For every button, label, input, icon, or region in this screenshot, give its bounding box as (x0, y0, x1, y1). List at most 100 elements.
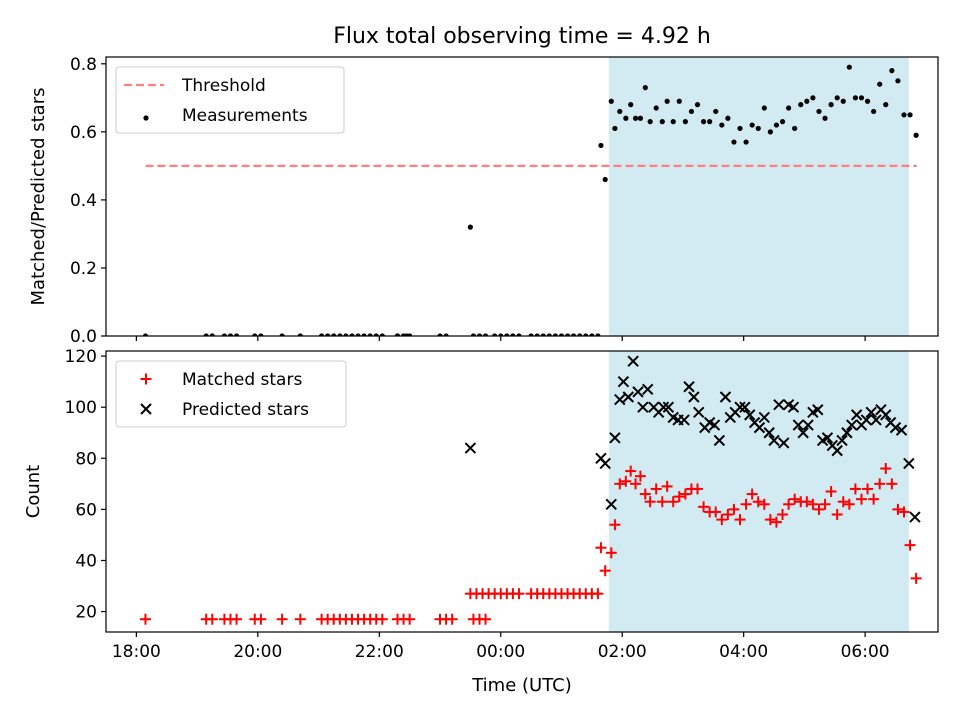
measurements-point (864, 98, 871, 104)
matched-stars-point (656, 496, 668, 508)
measurements-point (233, 333, 240, 336)
matched-stars-point (480, 613, 492, 625)
measurements-point (779, 119, 786, 125)
measurements-point (437, 333, 443, 336)
measurements-point (516, 333, 522, 336)
measurements-point (901, 112, 907, 118)
matched-stars-point (620, 475, 632, 487)
measurements-point (858, 95, 865, 101)
matched-stars-point (446, 613, 458, 625)
measurements-point (828, 102, 834, 108)
marker-stroke (627, 355, 639, 367)
predicted-stars-point (599, 457, 611, 470)
predicted-stars-point (688, 391, 700, 403)
measurements-point (279, 333, 285, 336)
matched-stars-point (698, 501, 710, 513)
measurements-point (737, 125, 743, 132)
marker-stroke (909, 511, 921, 523)
measurements-point (558, 333, 565, 336)
measurements-point (834, 95, 840, 101)
marker-stroke (464, 442, 477, 454)
y-tick-label: 20 (75, 603, 97, 623)
predicted-stars-point (683, 381, 695, 393)
marker-stroke (683, 381, 695, 393)
matched-stars-point (599, 565, 611, 577)
measurements-point (617, 108, 623, 115)
marker-stroke (734, 401, 746, 413)
marker-stroke (614, 393, 626, 406)
predicted-stars-point (870, 414, 882, 426)
marker-stroke (880, 409, 892, 421)
measurements-point (647, 119, 653, 125)
matched-stars-point (294, 613, 306, 625)
measurements-point (773, 122, 780, 128)
predicted-stars-point (836, 434, 848, 447)
matched-stars-point (855, 493, 867, 505)
matched-stars-point (630, 478, 642, 490)
measurements-point (571, 333, 577, 336)
marker-stroke (889, 421, 902, 434)
predicted-stars-point (773, 398, 785, 411)
x-tick-label: 00:00 (476, 642, 525, 662)
measurements-point (846, 64, 852, 70)
measurements-point (258, 333, 264, 336)
legend-box (115, 66, 345, 134)
measurements-point (492, 333, 498, 336)
predicted-stars-point (708, 419, 721, 431)
predicted-stars-point (739, 401, 751, 413)
measurements-point (810, 95, 816, 101)
measurements-point (552, 333, 559, 336)
matched-stars-point (758, 498, 770, 510)
measurements-point (203, 333, 209, 336)
matched-stars-point (843, 498, 855, 510)
marker-stroke (787, 401, 800, 413)
measurements-point (676, 98, 682, 104)
predicted-stars-point (802, 419, 814, 431)
matched-stars-point (639, 488, 651, 500)
measurements-point (713, 108, 719, 115)
matched-stars-point (650, 483, 662, 495)
measurements-point (510, 333, 516, 336)
y-tick-label: 0.0 (70, 327, 97, 347)
measurements-point (659, 119, 665, 125)
marker-stroke (678, 414, 690, 426)
legend-entry: Predicted stars (140, 400, 309, 420)
measurements-point (361, 333, 367, 336)
matched-stars-point (734, 514, 746, 526)
measurements-point (331, 333, 337, 336)
matched-stars-point (837, 496, 849, 508)
matched-stars-point (892, 503, 904, 515)
matched-stars-point (819, 498, 831, 510)
x-tick-label: 04:00 (719, 642, 768, 662)
predicted-stars-point (734, 401, 746, 413)
matched-stars-point (667, 496, 679, 508)
predicted-stars-point (464, 442, 477, 454)
marker-stroke (850, 409, 863, 421)
y-axis-label: Count (23, 465, 44, 518)
matched-stars-point (910, 572, 922, 584)
measurements-point (589, 333, 595, 336)
measurements-point (707, 119, 713, 125)
y-tick-label: 0.8 (70, 55, 97, 75)
measurements-point (504, 333, 510, 336)
legend-entry: Matched stars (140, 370, 302, 390)
matched-stars-point (634, 470, 646, 482)
marker-stroke (662, 401, 675, 413)
measurements-point (564, 333, 571, 336)
predicted-stars-point (880, 409, 892, 421)
measurements-point (355, 333, 361, 336)
measurements-point (227, 333, 234, 336)
y-tick-label: 0.6 (70, 123, 97, 143)
predicted-stars-point (605, 498, 617, 510)
measurements-point (349, 333, 355, 336)
legend-box (115, 360, 347, 428)
measurements-point (907, 112, 913, 118)
measurements-point (804, 98, 810, 104)
measurements-point (761, 105, 767, 111)
marker-stroke (744, 409, 756, 421)
marker-stroke (768, 434, 780, 447)
marker-stroke (895, 424, 908, 436)
x-tick-label: 18:00 (112, 642, 161, 662)
matched-stars-point (679, 488, 691, 500)
